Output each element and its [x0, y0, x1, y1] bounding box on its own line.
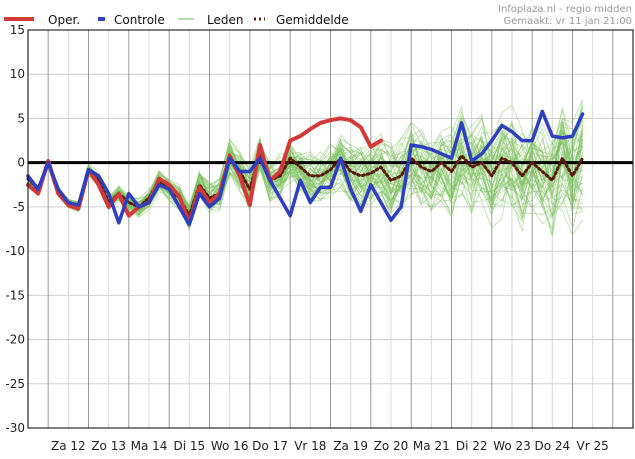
- leden-member-line: [27, 128, 584, 221]
- y-tick-label: -15: [5, 288, 25, 302]
- x-tick-labels: Za 12 Zo 13 Ma 14 Di 15 Wo 16 Do 17 Vr 18 Za 19…: [51, 439, 609, 453]
- leden-member-line: [27, 110, 583, 213]
- leden-member-line: [27, 118, 584, 225]
- y-tick-labels: 15 10 5 0 -5 -10 -15 -20 -25 -30: [5, 23, 25, 435]
- leden-member-line: [27, 136, 583, 212]
- x-tick-label: Di 15: [173, 439, 205, 453]
- y-tick-label: 10: [10, 67, 25, 81]
- x-tick-label: Za 19: [333, 439, 368, 453]
- y-tick-label: -30: [5, 421, 25, 435]
- y-tick-label: -5: [13, 200, 25, 214]
- leden-member-line: [27, 138, 584, 218]
- x-tick-label: Ma 21: [413, 439, 450, 453]
- y-tick-label: 5: [17, 111, 25, 125]
- x-tick-label: Di 22: [456, 439, 488, 453]
- x-tick-label: Zo 20: [374, 439, 409, 453]
- y-tick-label: -25: [5, 377, 25, 391]
- leden-member-line: [27, 121, 584, 218]
- y-tick-label: -10: [5, 244, 25, 258]
- y-tick-label: 15: [10, 23, 25, 37]
- plot-frame: [27, 29, 634, 429]
- credit-line-1: Infoplaza.nl - regio midden: [498, 4, 632, 15]
- legend-label-gemiddelde: Gemiddelde: [276, 13, 349, 27]
- credit-line-2: Gemaakt: vr 11 jan 21:00: [503, 16, 632, 27]
- y-tick-label: 0: [17, 156, 25, 170]
- leden-member-line: [27, 120, 584, 220]
- leden-member-line: [27, 104, 584, 210]
- legend-label-oper: Oper.: [48, 13, 80, 27]
- y-tick-label: -20: [5, 333, 25, 347]
- legend-label-leden: Leden: [207, 13, 243, 27]
- x-tick-label: Do 17: [252, 439, 288, 453]
- controle-line: [26, 109, 585, 227]
- x-tick-label: Za 12: [51, 439, 86, 453]
- x-tick-label: Wo 23: [493, 439, 531, 453]
- x-tick-label: Vr 18: [294, 439, 326, 453]
- x-tick-label: Vr 25: [577, 439, 609, 453]
- leden-member-line: [27, 148, 584, 229]
- x-tick-label: Do 24: [534, 439, 570, 453]
- x-tick-label: Zo 13: [91, 439, 126, 453]
- plot-border: [27, 29, 634, 429]
- x-tick-label: Ma 14: [131, 439, 168, 453]
- series-lines: [26, 109, 585, 227]
- x-tick-label: Wo 16: [211, 439, 249, 453]
- grid: [27, 29, 634, 429]
- legend: Oper. Controle Leden Gemiddelde: [4, 13, 349, 27]
- legend-label-controle: Controle: [114, 13, 165, 27]
